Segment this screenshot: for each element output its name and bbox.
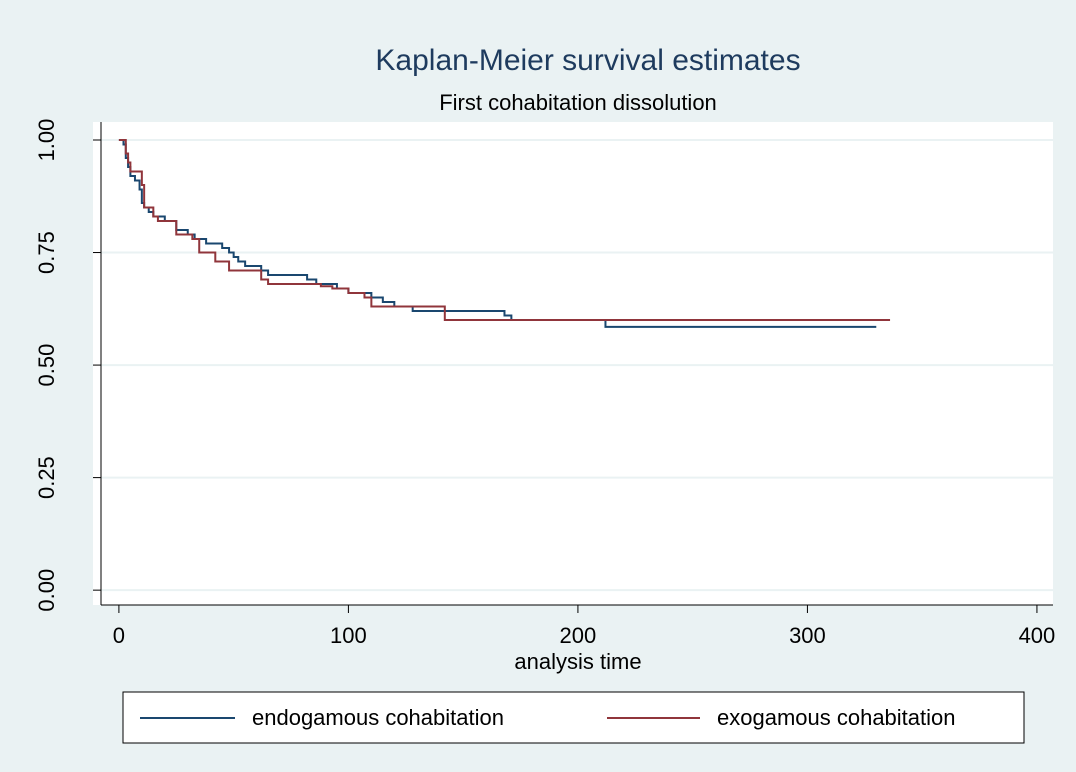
- chart-subtitle: First cohabitation dissolution: [439, 90, 717, 115]
- legend-box: [122, 691, 1025, 744]
- legend-label: endogamous cohabitation: [252, 705, 504, 730]
- x-tick-label: 300: [789, 623, 826, 648]
- x-tick-label: 0: [113, 623, 125, 648]
- y-tick-label: 0.25: [34, 456, 59, 499]
- x-tick-label: 400: [1019, 623, 1056, 648]
- y-tick-label: 0.50: [34, 344, 59, 387]
- y-tick-label: 0.75: [34, 231, 59, 274]
- x-tick-label: 200: [560, 623, 597, 648]
- plot-area: [93, 122, 1053, 605]
- y-tick-label: 1.00: [34, 119, 59, 162]
- x-axis-label: analysis time: [514, 649, 641, 674]
- y-tick-label: 0.00: [34, 569, 59, 612]
- survival-line: [118, 139, 877, 328]
- survival-line: [118, 139, 891, 322]
- x-tick-label: 100: [330, 623, 367, 648]
- grid: [101, 139, 1053, 592]
- legend-label: exogamous cohabitation: [717, 705, 956, 730]
- marks: [118, 139, 891, 328]
- chart-title: Kaplan-Meier survival estimates: [375, 44, 800, 77]
